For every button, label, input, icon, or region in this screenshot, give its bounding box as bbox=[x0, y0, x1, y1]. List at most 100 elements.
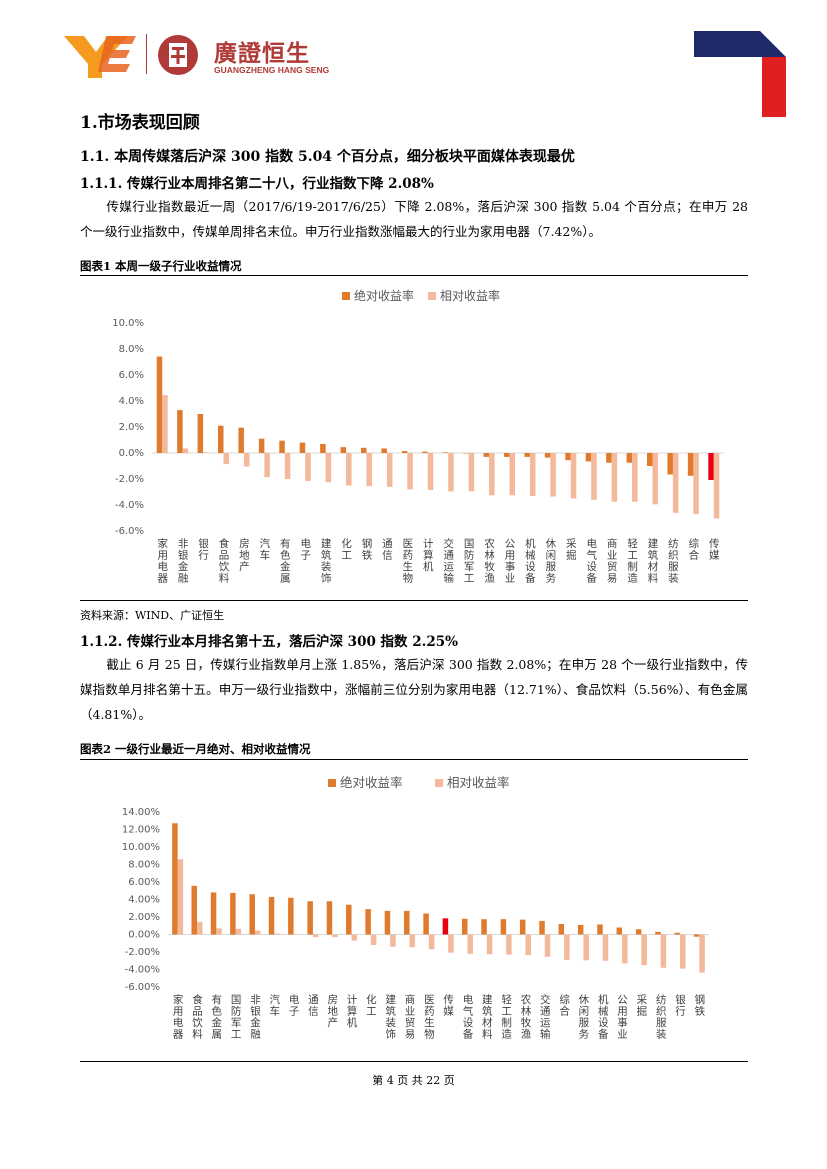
bar-relative bbox=[223, 453, 229, 465]
bar-relative bbox=[235, 928, 242, 935]
x-category-label: 电气设备 bbox=[461, 993, 473, 1040]
chart-legend: 绝对收益率 相对收益率 bbox=[342, 288, 500, 303]
bar-relative bbox=[602, 934, 609, 961]
bar-absolute bbox=[626, 453, 633, 463]
legend-label-relative: 相对收益率 bbox=[447, 775, 510, 790]
bar-relative bbox=[264, 453, 270, 478]
y-tick-label: -4.0% bbox=[115, 500, 144, 511]
x-category-label: 采掘 bbox=[635, 994, 647, 1017]
x-category-label: 休闲服务 bbox=[544, 538, 556, 584]
x-category-label: 机械设备 bbox=[524, 537, 536, 584]
x-category-label: 化工 bbox=[340, 537, 352, 561]
bar-relative bbox=[332, 934, 338, 938]
y-tick-label: 0.0% bbox=[119, 448, 144, 459]
x-category-label: 建筑材料 bbox=[647, 537, 659, 584]
bar-absolute bbox=[577, 924, 584, 935]
x-category-label: 商业贸易 bbox=[404, 993, 416, 1040]
bar-relative bbox=[699, 934, 705, 973]
seal-icon bbox=[158, 35, 198, 75]
bar-relative bbox=[641, 934, 647, 966]
bar-relative bbox=[305, 453, 311, 481]
chart1: 绝对收益率 相对收益率 10.0% 8.0% 6.0% 4.0% 2.0% 0.0% -2.0%… bbox=[112, 288, 724, 584]
x-category-label: 食品饮料 bbox=[218, 537, 230, 584]
bar-relative bbox=[611, 453, 618, 502]
bar-relative bbox=[529, 453, 536, 496]
bar-relative bbox=[591, 453, 597, 500]
bar-relative bbox=[390, 934, 396, 947]
x-category-label: 纺织服装 bbox=[667, 537, 679, 584]
x-category-label: 房地产 bbox=[238, 537, 250, 572]
x-category-label: 公用事业 bbox=[616, 994, 628, 1040]
legend-label-absolute: 绝对收益率 bbox=[340, 775, 403, 790]
y-tick-label: -6.0% bbox=[115, 526, 144, 537]
x-category-label: 轻工制造 bbox=[500, 993, 512, 1040]
bar-absolute bbox=[481, 919, 487, 935]
x-category-label: 有色金属 bbox=[210, 993, 222, 1040]
x-category-label: 化工 bbox=[365, 993, 377, 1017]
y-tick-label: 6.00% bbox=[128, 877, 160, 888]
bar-relative bbox=[468, 453, 475, 492]
bar-absolute bbox=[647, 453, 653, 466]
figure1-bottom-rule bbox=[80, 600, 748, 601]
x-category-label: 建筑装饰 bbox=[384, 993, 396, 1040]
x-category-label: 建筑装饰 bbox=[320, 537, 332, 584]
y-tick-label: -2.0% bbox=[115, 474, 144, 485]
figure2-bottom-rule bbox=[80, 1061, 748, 1062]
bar-relative bbox=[254, 930, 261, 935]
x-category-label: 钢铁 bbox=[693, 993, 705, 1017]
x-category-label: 非银金融 bbox=[249, 994, 261, 1040]
bar-absolute bbox=[365, 909, 371, 935]
legend-swatch-relative bbox=[428, 292, 436, 300]
bar-absolute bbox=[461, 918, 468, 935]
bar-absolute bbox=[687, 453, 694, 476]
x-category-label: 国防军工 bbox=[463, 538, 475, 584]
section-title: 1.市场表现回顾 bbox=[80, 113, 200, 133]
x-category-label: 食品饮料 bbox=[191, 993, 203, 1040]
y-tick-label: 0.00% bbox=[128, 930, 160, 941]
y-tick-label: 8.0% bbox=[119, 344, 144, 355]
y-tick-label: -2.00% bbox=[125, 947, 160, 958]
x-category-label: 通信 bbox=[307, 994, 319, 1017]
bar-absolute bbox=[504, 453, 510, 457]
x-category-label: 传媒 bbox=[442, 994, 454, 1017]
bar-relative bbox=[427, 453, 434, 491]
bar-relative bbox=[351, 934, 358, 941]
x-category-label: 商业贸易 bbox=[606, 537, 618, 584]
y-tick-label: 2.0% bbox=[119, 422, 144, 433]
brand-logo: 廣證恒生 GUANGZHENG HANG SENG bbox=[62, 30, 352, 80]
x-category-label: 房地产 bbox=[326, 993, 338, 1028]
y-tick-label: 2.00% bbox=[128, 912, 160, 923]
logo-divider bbox=[146, 34, 147, 74]
bar-absolute bbox=[539, 920, 545, 935]
figure2-top-rule bbox=[80, 759, 748, 760]
bar-relative bbox=[564, 934, 570, 960]
chart2: 绝对收益率 相对收益率 14.00% 12.00% 10.00% 8.00% 6.00% 4.… bbox=[122, 775, 709, 1040]
bar-absolute bbox=[404, 910, 410, 935]
bar-relative bbox=[509, 453, 515, 496]
bar-relative bbox=[216, 928, 222, 935]
bar-relative bbox=[713, 453, 720, 519]
bar-relative bbox=[346, 453, 352, 486]
bar-absolute bbox=[500, 919, 507, 935]
bar-absolute bbox=[230, 892, 236, 935]
bar-relative bbox=[407, 453, 413, 490]
x-category-label: 休闲服务 bbox=[577, 994, 589, 1040]
bar-relative bbox=[448, 453, 454, 492]
bar-relative bbox=[570, 453, 577, 499]
bar-relative bbox=[370, 934, 377, 945]
bar-relative bbox=[622, 934, 628, 964]
bar-absolute bbox=[442, 918, 449, 935]
bar-relative bbox=[243, 453, 250, 467]
x-category-label: 家用电器 bbox=[172, 993, 184, 1040]
sub1-paragraph: 传媒行业指数最近一周（2017/6/19-2017/6/25）下降 2.08%，… bbox=[80, 194, 748, 244]
bar-absolute bbox=[558, 924, 565, 935]
bar-absolute bbox=[218, 425, 224, 453]
bar-relative bbox=[428, 934, 435, 950]
bar-absolute bbox=[346, 904, 352, 935]
x-category-label: 计算机 bbox=[346, 993, 358, 1028]
bar-absolute bbox=[463, 453, 469, 454]
bar-absolute bbox=[616, 927, 623, 935]
bar-relative bbox=[274, 933, 280, 935]
bar-relative bbox=[366, 453, 372, 487]
bar-absolute bbox=[635, 929, 642, 935]
